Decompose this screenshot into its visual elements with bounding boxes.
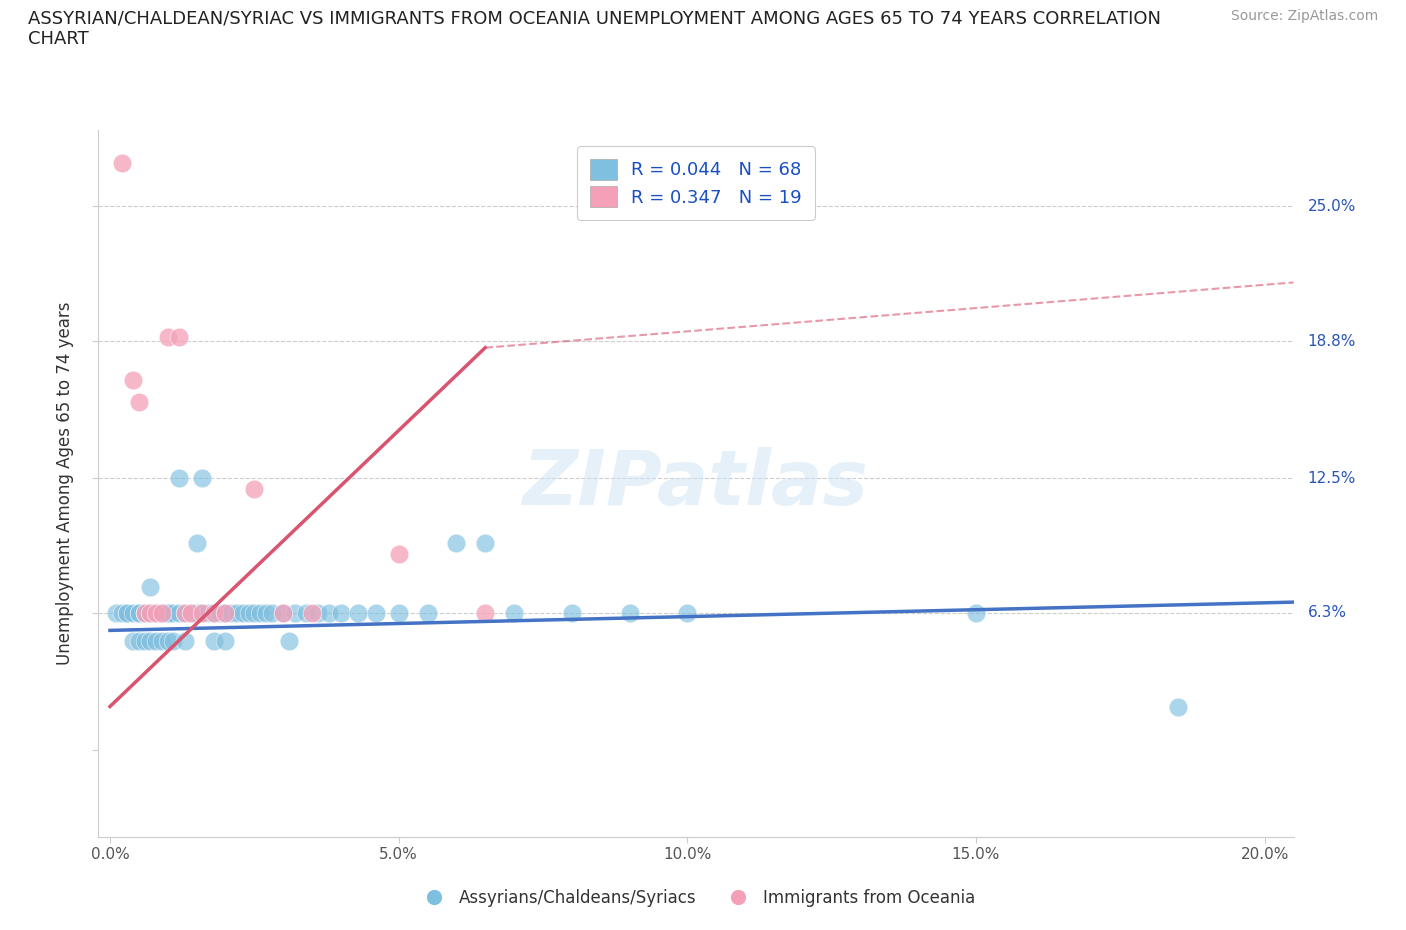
Point bbox=[139, 605, 162, 620]
Point bbox=[1167, 699, 1189, 714]
Point bbox=[186, 536, 208, 551]
Point bbox=[202, 634, 225, 649]
Point bbox=[117, 605, 139, 620]
Point bbox=[214, 605, 236, 620]
Point bbox=[145, 634, 167, 649]
Point bbox=[186, 605, 208, 620]
Point bbox=[214, 634, 236, 649]
Point bbox=[191, 471, 214, 485]
Point bbox=[156, 329, 179, 344]
Point bbox=[156, 634, 179, 649]
Point bbox=[180, 605, 202, 620]
Point bbox=[474, 536, 496, 551]
Point bbox=[150, 605, 173, 620]
Legend: Assyrians/Chaldeans/Syriacs, Immigrants from Oceania: Assyrians/Chaldeans/Syriacs, Immigrants … bbox=[411, 883, 981, 913]
Point bbox=[145, 605, 167, 620]
Point bbox=[128, 394, 150, 409]
Point bbox=[156, 605, 179, 620]
Point bbox=[226, 605, 249, 620]
Point bbox=[243, 605, 266, 620]
Point bbox=[122, 634, 145, 649]
Point bbox=[167, 329, 190, 344]
Point bbox=[416, 605, 439, 620]
Point bbox=[180, 605, 202, 620]
Point bbox=[128, 634, 150, 649]
Point bbox=[110, 605, 132, 620]
Point bbox=[117, 605, 139, 620]
Point bbox=[122, 605, 145, 620]
Point bbox=[134, 605, 156, 620]
Point bbox=[301, 605, 323, 620]
Point bbox=[232, 605, 254, 620]
Point bbox=[307, 605, 329, 620]
Point bbox=[260, 605, 283, 620]
Point bbox=[150, 605, 173, 620]
Point bbox=[202, 605, 225, 620]
Point bbox=[474, 605, 496, 620]
Point bbox=[139, 634, 162, 649]
Point bbox=[167, 605, 190, 620]
Point bbox=[139, 579, 162, 594]
Point bbox=[202, 605, 225, 620]
Text: 18.8%: 18.8% bbox=[1308, 334, 1355, 349]
Point bbox=[197, 605, 219, 620]
Point bbox=[254, 605, 277, 620]
Point bbox=[295, 605, 318, 620]
Point bbox=[676, 605, 699, 620]
Point bbox=[122, 373, 145, 388]
Point bbox=[503, 605, 526, 620]
Point bbox=[249, 605, 271, 620]
Point bbox=[174, 605, 197, 620]
Point bbox=[214, 605, 236, 620]
Point bbox=[243, 482, 266, 497]
Point bbox=[271, 605, 294, 620]
Point bbox=[219, 605, 242, 620]
Point bbox=[134, 605, 156, 620]
Point bbox=[167, 471, 190, 485]
Point bbox=[561, 605, 583, 620]
Text: 25.0%: 25.0% bbox=[1308, 199, 1355, 214]
Point bbox=[191, 605, 214, 620]
Text: ASSYRIAN/CHALDEAN/SYRIAC VS IMMIGRANTS FROM OCEANIA UNEMPLOYMENT AMONG AGES 65 T: ASSYRIAN/CHALDEAN/SYRIAC VS IMMIGRANTS F… bbox=[28, 9, 1161, 48]
Point bbox=[139, 605, 162, 620]
Point bbox=[446, 536, 468, 551]
Point bbox=[150, 605, 173, 620]
Point bbox=[965, 605, 987, 620]
Point bbox=[388, 605, 411, 620]
Point bbox=[156, 605, 179, 620]
Point bbox=[150, 634, 173, 649]
Point bbox=[104, 605, 127, 620]
Point bbox=[128, 605, 150, 620]
Text: 6.3%: 6.3% bbox=[1308, 605, 1347, 620]
Point bbox=[388, 547, 411, 562]
Point bbox=[364, 605, 387, 620]
Point bbox=[284, 605, 307, 620]
Point bbox=[271, 605, 294, 620]
Point bbox=[174, 605, 197, 620]
Point bbox=[162, 634, 184, 649]
Point bbox=[134, 634, 156, 649]
Point bbox=[134, 605, 156, 620]
Point bbox=[174, 634, 197, 649]
Point bbox=[238, 605, 260, 620]
Point bbox=[329, 605, 352, 620]
Point bbox=[347, 605, 370, 620]
Point bbox=[191, 605, 214, 620]
Point bbox=[162, 605, 184, 620]
Point bbox=[110, 155, 132, 170]
Point bbox=[145, 605, 167, 620]
Text: 12.5%: 12.5% bbox=[1308, 471, 1355, 485]
Point bbox=[156, 605, 179, 620]
Point bbox=[619, 605, 641, 620]
Point bbox=[278, 634, 301, 649]
Point bbox=[318, 605, 340, 620]
Point bbox=[208, 605, 231, 620]
Text: ZIPatlas: ZIPatlas bbox=[523, 446, 869, 521]
Point bbox=[128, 605, 150, 620]
Y-axis label: Unemployment Among Ages 65 to 74 years: Unemployment Among Ages 65 to 74 years bbox=[56, 302, 75, 665]
Text: Source: ZipAtlas.com: Source: ZipAtlas.com bbox=[1230, 9, 1378, 23]
